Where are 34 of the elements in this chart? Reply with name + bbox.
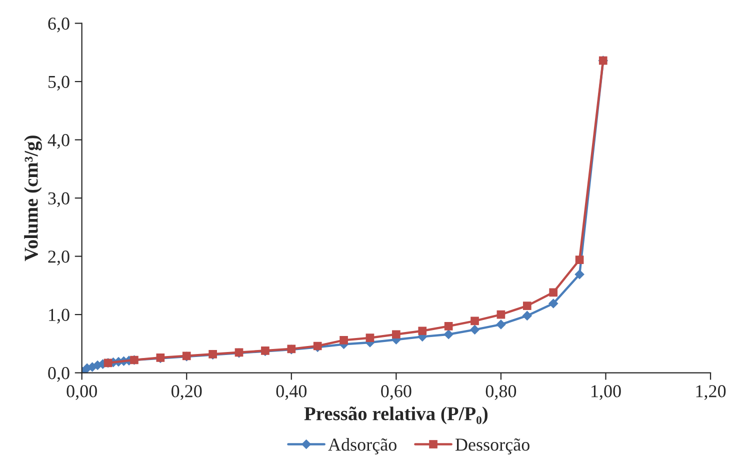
y-tick-label: 3,0 bbox=[48, 192, 70, 208]
point bbox=[522, 310, 532, 321]
point bbox=[548, 298, 558, 308]
x-tick-label: 0,60 bbox=[381, 385, 412, 400]
point bbox=[496, 310, 506, 319]
x-axis-title: Pressão relativa (P/P₀) bbox=[304, 406, 488, 424]
y-tick-label: 5,0 bbox=[48, 76, 70, 91]
x-tick-label: 1,00 bbox=[592, 385, 621, 400]
point bbox=[444, 329, 454, 340]
point bbox=[549, 288, 558, 297]
legend-label: Dessorção bbox=[455, 438, 530, 454]
point bbox=[470, 324, 480, 335]
point bbox=[496, 320, 506, 330]
point bbox=[574, 269, 584, 280]
x-tick-label: 0,40 bbox=[276, 385, 307, 400]
y-tick-label: 6,0 bbox=[48, 18, 70, 32]
y-tick-label: 4,0 bbox=[48, 134, 70, 149]
point bbox=[366, 334, 374, 342]
point bbox=[340, 336, 348, 344]
point bbox=[522, 302, 532, 310]
point bbox=[392, 330, 400, 339]
point bbox=[444, 322, 453, 330]
point bbox=[575, 256, 584, 264]
y-tick-label: 1,0 bbox=[49, 308, 70, 324]
point bbox=[470, 316, 479, 326]
x-tick-label: 0,20 bbox=[172, 385, 202, 400]
x-tick-label: 1,20 bbox=[696, 385, 726, 400]
y-axis-title: Volume (cm³/g) bbox=[24, 136, 42, 262]
legend-label: Adsorção bbox=[328, 438, 396, 454]
y-tick-label: 0,0 bbox=[48, 367, 70, 382]
point bbox=[418, 326, 427, 336]
x-tick-label: 0,00 bbox=[66, 385, 97, 400]
y-tick-label: 2,0 bbox=[48, 250, 70, 266]
x-tick-label: 0,80 bbox=[486, 385, 516, 400]
